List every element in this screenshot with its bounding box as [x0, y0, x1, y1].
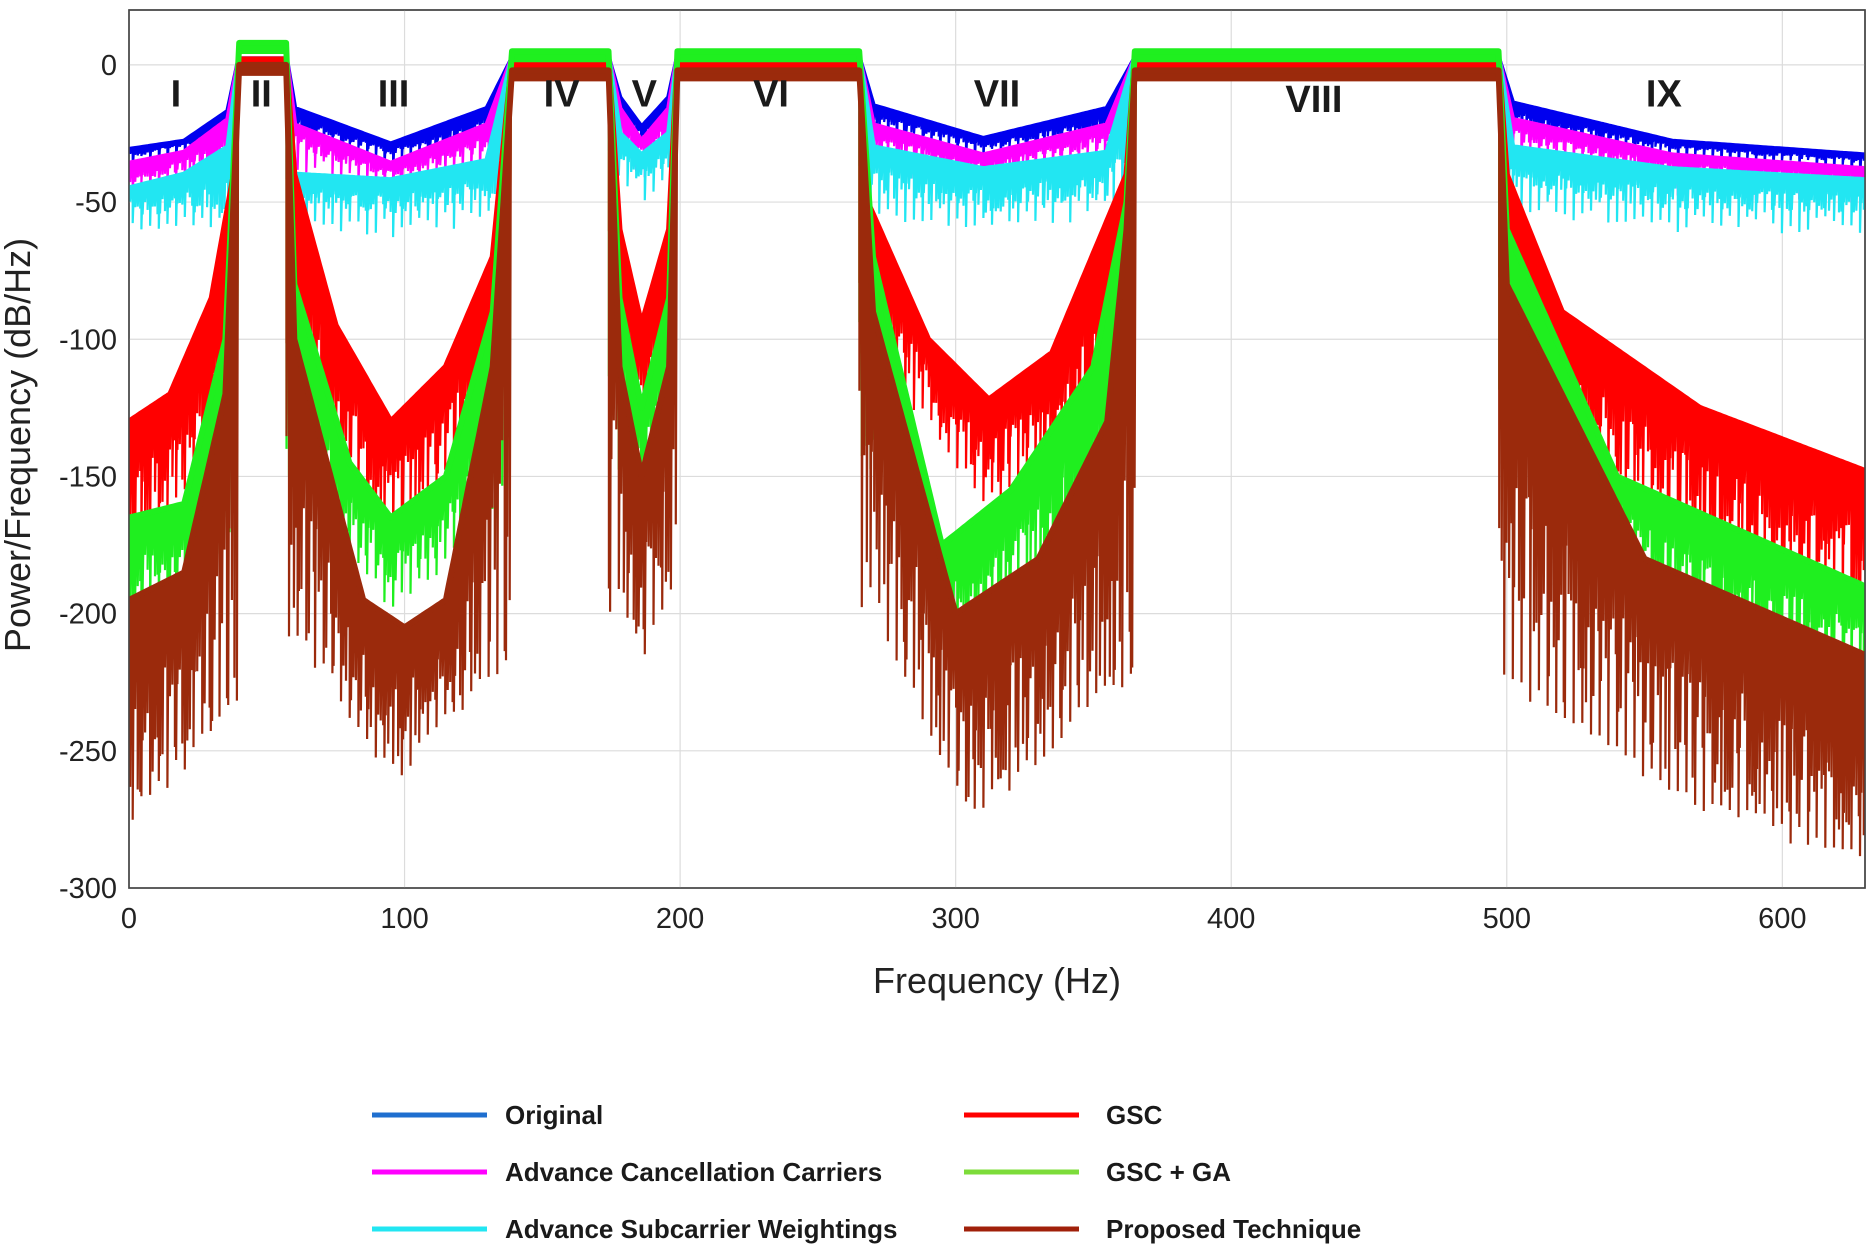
plot-area: 0 100 200 300 400 500 600 0 -50 -100 -150 -200 -250 -…: [59, 9, 1866, 935]
region-label: IX: [1646, 73, 1683, 115]
x-tick-label: 300: [931, 903, 979, 935]
series-advance-cancellation-carriers: [129, 56, 1865, 203]
x-tick-label: 0: [121, 903, 137, 935]
region-label: III: [378, 73, 410, 115]
series-envelope: [129, 56, 1865, 159]
legend-label: Advance Cancellation Carriers: [505, 1157, 882, 1187]
series-proposed-technique: [129, 61, 1865, 857]
series-advance-subcarrier-weightings: [129, 56, 1865, 238]
x-tick-label: 100: [380, 903, 428, 935]
series-envelope: [129, 39, 1865, 589]
series-envelope: [129, 56, 1865, 173]
y-axis-title: Power/Frequency (dB/Hz): [0, 238, 38, 652]
region-label: VIII: [1285, 79, 1342, 121]
legend-label: GSC: [1106, 1100, 1163, 1130]
legend-label: Original: [505, 1100, 603, 1130]
region-label: V: [632, 73, 658, 115]
y-tick-label: -50: [75, 187, 117, 219]
region-label: II: [251, 73, 272, 115]
series-envelope: [129, 56, 1865, 192]
y-tick-label: -250: [59, 736, 117, 768]
region-label: I: [171, 73, 182, 115]
region-label: VII: [974, 73, 1020, 115]
plot-border: [128, 9, 1866, 889]
region-label: IV: [544, 73, 581, 115]
y-tick-label: -150: [59, 461, 117, 493]
region-label: VI: [753, 73, 789, 115]
x-tick-label: 400: [1207, 903, 1255, 935]
y-tick-label: 0: [101, 50, 117, 82]
x-tick-label: 500: [1483, 903, 1531, 935]
legend: Original Advance Cancellation Carriers Adv…: [372, 1100, 1361, 1244]
y-tick-label: -200: [59, 599, 117, 631]
series-envelope: [129, 61, 1865, 658]
x-axis-title: Frequency (Hz): [873, 960, 1121, 1001]
legend-label: Advance Subcarrier Weightings: [505, 1214, 898, 1244]
x-tick-label: 600: [1758, 903, 1806, 935]
legend-label: Proposed Technique: [1106, 1214, 1361, 1244]
axis-labels: Power/Frequency (dB/Hz) Frequency (Hz): [0, 238, 1121, 1001]
y-tick-label: -100: [59, 324, 117, 356]
y-tick-label: -300: [59, 873, 117, 905]
series-envelope: [129, 56, 1865, 474]
x-tick-label: 200: [656, 903, 704, 935]
legend-label: GSC + GA: [1106, 1157, 1231, 1187]
